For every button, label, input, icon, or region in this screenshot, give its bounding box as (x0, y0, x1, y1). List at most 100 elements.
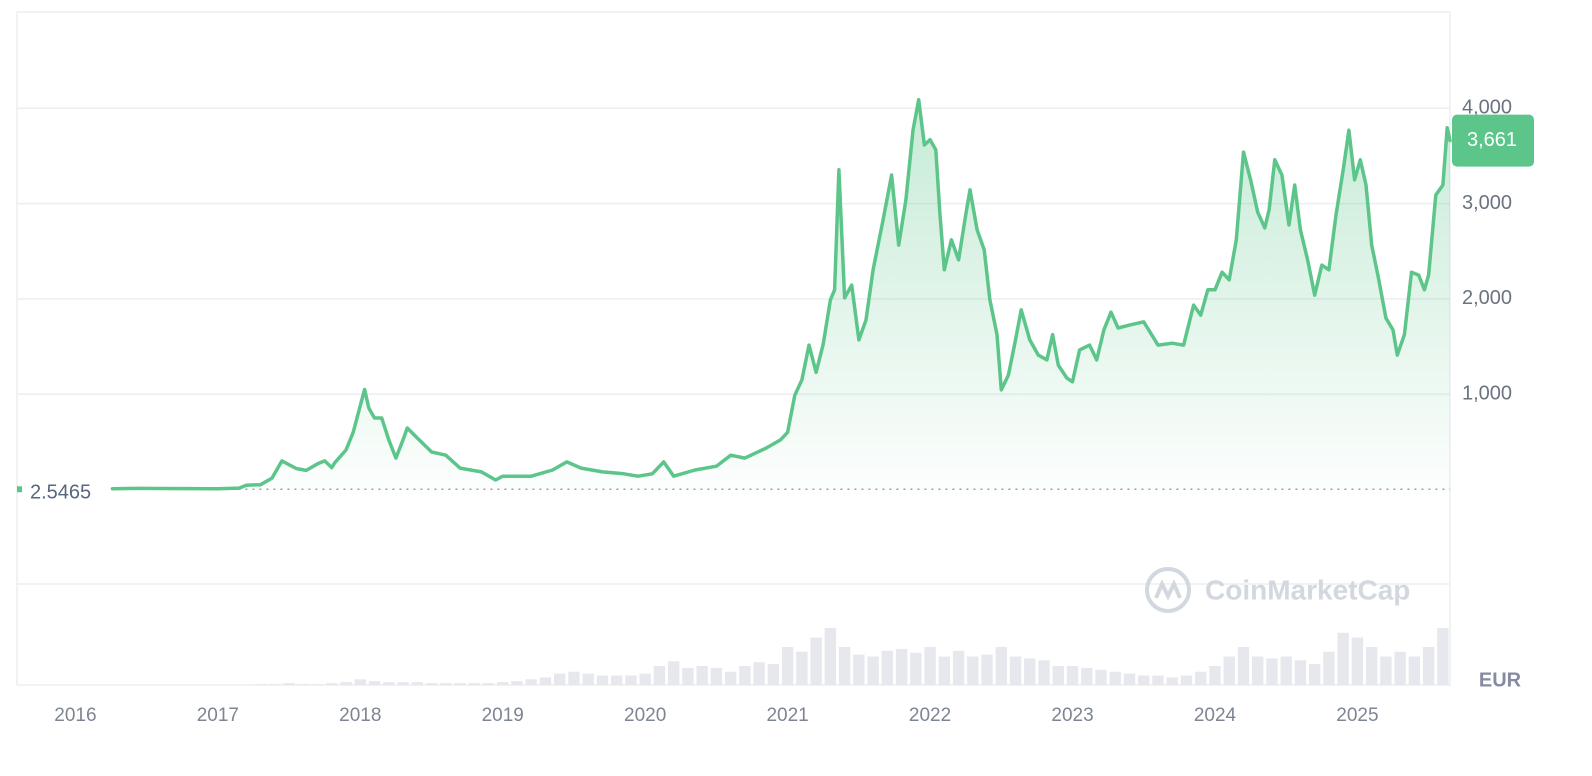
volume-bar (1195, 671, 1207, 685)
volume-bar (753, 662, 765, 685)
volume-bar (1138, 675, 1150, 685)
volume-bar (1280, 656, 1292, 685)
volume-bar (1437, 628, 1449, 685)
volume-bar (1052, 666, 1064, 685)
x-tick-label: 2017 (197, 705, 239, 726)
volume-bar (838, 647, 851, 685)
volume-bar (781, 647, 794, 685)
volume-bar (1066, 666, 1079, 685)
volume-bar (425, 683, 438, 685)
volume-bar (1009, 656, 1022, 685)
volume-bar (625, 675, 637, 685)
volume-bar (853, 654, 865, 685)
volume-bar (682, 667, 694, 685)
volume-bar (952, 650, 965, 685)
volume-bar (1209, 666, 1221, 685)
volume-bar (582, 673, 594, 685)
volume-bar (539, 677, 552, 685)
y-tick-label: 4,000 (1462, 97, 1512, 119)
volume-bar (767, 664, 780, 685)
volume-bar (653, 666, 666, 685)
volume-bar (1365, 647, 1378, 685)
volume-bar (468, 683, 480, 685)
volume-bar (497, 682, 509, 685)
price-line (110, 97, 1452, 491)
volume-bar (326, 683, 338, 685)
volume-bars (254, 628, 1449, 685)
x-tick-label: 2018 (339, 705, 381, 726)
currency-label: EUR (1479, 669, 1522, 691)
volume-bar (924, 647, 936, 685)
volume-bar (1109, 671, 1121, 685)
volume-bar (867, 656, 879, 685)
volume-bar (1337, 632, 1349, 685)
volume-bar (1095, 669, 1107, 685)
x-tick-label: 2019 (482, 705, 524, 726)
labels: 1,000 2,000 3,000 4,000 2016 2017 2018 2019 2020… (30, 97, 1534, 726)
volume-bar (1223, 656, 1235, 685)
volume-bar (796, 651, 808, 685)
volume-bar (1252, 656, 1264, 685)
volume-bar (297, 684, 310, 685)
volume-bar (739, 666, 751, 685)
volume-bar (1166, 677, 1178, 685)
volume-bar (1351, 637, 1364, 685)
last-value-badge (1452, 114, 1534, 167)
volume-bar (311, 684, 324, 685)
volume-bar (1266, 658, 1278, 685)
volume-bar (368, 681, 381, 685)
y-tick-label: 3,000 (1462, 192, 1512, 214)
volume-bar (454, 683, 466, 685)
reference-label: 2.5465 (30, 482, 91, 504)
volume-bar (1123, 673, 1136, 685)
volume-bar (1394, 651, 1406, 685)
watermark-logo (1145, 567, 1191, 613)
x-tick-label: 2016 (54, 705, 96, 726)
x-tick-label: 2021 (766, 705, 808, 726)
volume-bar (511, 681, 523, 685)
volume-bar (1038, 660, 1050, 685)
volume-bar (354, 679, 366, 685)
volume-bar (724, 671, 737, 685)
volume-bar (1380, 656, 1392, 685)
volume-bar (610, 675, 623, 685)
volume-bar (1024, 658, 1036, 685)
y-tick-label: 2,000 (1462, 287, 1512, 309)
volume-bar (1294, 660, 1307, 685)
volume-bar (482, 683, 495, 685)
volume-bar (1408, 656, 1421, 685)
volume-bar (525, 679, 537, 685)
y-tick-label: 1,000 (1462, 382, 1512, 404)
x-tick-label: 2023 (1051, 705, 1093, 726)
volume-bar (383, 682, 395, 685)
x-tick-label: 2022 (909, 705, 951, 726)
volume-bar (895, 648, 908, 685)
x-tick-label: 2025 (1336, 705, 1378, 726)
volume-bar (881, 650, 894, 685)
volume-bar (1323, 651, 1335, 685)
volume-bar (910, 652, 922, 685)
volume-bar (283, 683, 295, 685)
volume-bar (1237, 647, 1250, 685)
volume-bar (938, 656, 951, 685)
x-tick-label: 2020 (624, 705, 666, 726)
area (112, 99, 1450, 490)
volume-bar (411, 682, 423, 685)
volume-bar (254, 684, 267, 685)
last-value-label: 3,661 (1467, 129, 1517, 151)
volume-bar (995, 647, 1007, 685)
volume-bar (810, 637, 822, 685)
x-tick-label: 2024 (1194, 705, 1237, 726)
reference-marker (17, 486, 22, 493)
volume-bar (967, 656, 979, 685)
volume-bar (710, 667, 723, 685)
volume-bar (568, 671, 580, 685)
volume-bar (1180, 675, 1193, 685)
volume-bar (981, 654, 993, 685)
volume-bar (1081, 667, 1093, 685)
volume-bar (1152, 675, 1164, 685)
volume-bar (667, 661, 680, 685)
volume-bar (340, 682, 352, 685)
